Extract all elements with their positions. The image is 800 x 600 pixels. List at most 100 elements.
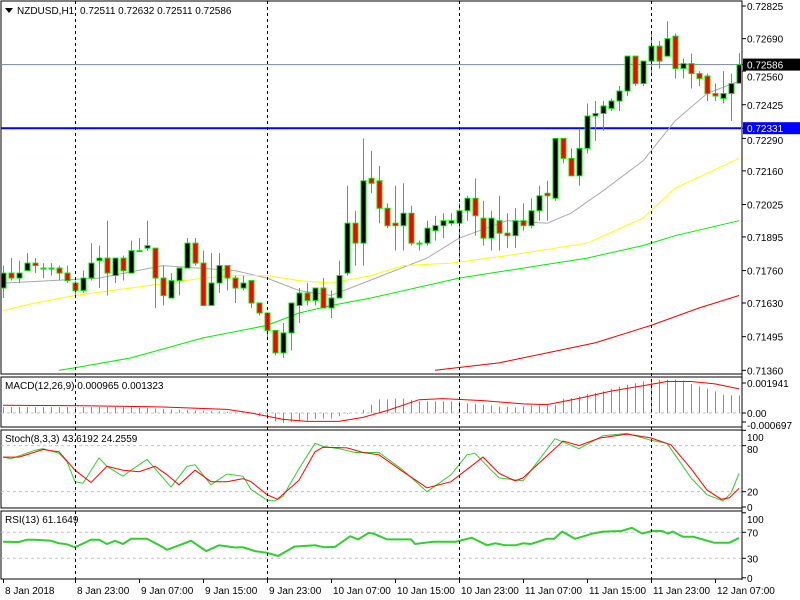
- candle[interactable]: [688, 53, 695, 89]
- candle[interactable]: [608, 98, 615, 111]
- candle[interactable]: [304, 283, 311, 306]
- candle[interactable]: [696, 71, 703, 87]
- candle[interactable]: [552, 137, 559, 201]
- candle[interactable]: [480, 200, 487, 246]
- stochastic-pane[interactable]: [1, 432, 742, 502]
- candle[interactable]: [376, 165, 383, 224]
- candle[interactable]: [600, 101, 607, 131]
- candle[interactable]: [104, 220, 111, 296]
- candle[interactable]: [328, 290, 335, 318]
- candle[interactable]: [312, 287, 319, 306]
- bull-candle-body: [600, 105, 607, 114]
- candle[interactable]: [632, 55, 639, 87]
- candle[interactable]: [216, 253, 223, 294]
- candle[interactable]: [344, 185, 351, 276]
- candle[interactable]: [392, 185, 399, 251]
- candle[interactable]: [472, 178, 479, 236]
- candle[interactable]: [248, 280, 255, 308]
- price-tick-label: 0.72290: [747, 136, 784, 147]
- candle[interactable]: [232, 275, 239, 304]
- candle[interactable]: [720, 71, 727, 104]
- candle[interactable]: [424, 220, 431, 246]
- candle[interactable]: [360, 138, 367, 266]
- candle[interactable]: [496, 195, 503, 251]
- candle[interactable]: [384, 203, 391, 229]
- candle[interactable]: [432, 215, 439, 241]
- candle[interactable]: [536, 185, 543, 221]
- rsi-pane[interactable]: [1, 526, 742, 559]
- candle[interactable]: [464, 195, 471, 221]
- candle[interactable]: [448, 213, 455, 226]
- candle[interactable]: [176, 267, 183, 296]
- candle[interactable]: [40, 263, 47, 279]
- candle[interactable]: [352, 210, 359, 266]
- candle[interactable]: [24, 253, 31, 272]
- candle[interactable]: [112, 257, 119, 284]
- candle[interactable]: [520, 203, 527, 231]
- candle[interactable]: [544, 180, 551, 221]
- candle[interactable]: [64, 265, 71, 284]
- candle[interactable]: [736, 53, 742, 84]
- candle[interactable]: [192, 238, 199, 266]
- candle[interactable]: [160, 265, 167, 306]
- candle[interactable]: [728, 73, 735, 121]
- candle[interactable]: [528, 198, 535, 229]
- candle[interactable]: [592, 101, 599, 141]
- candle[interactable]: [96, 245, 103, 289]
- triangle-down-icon[interactable]: [5, 8, 13, 13]
- candle[interactable]: [656, 41, 663, 69]
- candle[interactable]: [224, 265, 231, 291]
- candle[interactable]: [56, 265, 63, 281]
- candle[interactable]: [416, 240, 423, 251]
- candle[interactable]: [560, 137, 567, 164]
- candle[interactable]: [672, 33, 679, 79]
- candle[interactable]: [512, 208, 519, 249]
- candle[interactable]: [488, 210, 495, 251]
- candle[interactable]: [152, 247, 159, 308]
- candle[interactable]: [168, 273, 175, 299]
- candle[interactable]: [336, 260, 343, 299]
- candle[interactable]: [144, 220, 151, 251]
- candle[interactable]: [584, 103, 591, 154]
- candle[interactable]: [128, 240, 135, 274]
- candle[interactable]: [704, 73, 711, 102]
- candle[interactable]: [664, 21, 671, 57]
- macd-pane[interactable]: [1, 379, 742, 424]
- candle[interactable]: [16, 260, 23, 284]
- rsi-pane-border: [0, 510, 743, 580]
- candle[interactable]: [280, 322, 287, 358]
- candle[interactable]: [88, 243, 95, 281]
- candle[interactable]: [296, 288, 303, 323]
- candle[interactable]: [136, 238, 143, 253]
- candle[interactable]: [1, 265, 7, 299]
- candle[interactable]: [288, 302, 295, 351]
- candle[interactable]: [80, 270, 87, 294]
- candle[interactable]: [32, 258, 39, 274]
- candle[interactable]: [624, 55, 631, 97]
- candle[interactable]: [256, 302, 263, 316]
- candle[interactable]: [440, 213, 447, 239]
- candle[interactable]: [184, 238, 191, 269]
- candle[interactable]: [208, 253, 215, 306]
- candle[interactable]: [576, 128, 583, 186]
- candle[interactable]: [568, 148, 575, 177]
- candle[interactable]: [616, 86, 623, 111]
- candle[interactable]: [200, 250, 207, 306]
- candle[interactable]: [368, 150, 375, 194]
- candle[interactable]: [712, 83, 719, 102]
- candle[interactable]: [408, 205, 415, 246]
- candle[interactable]: [272, 329, 279, 356]
- bull-candle-body: [648, 45, 655, 62]
- time-axis-label: 10 Jan 07:00: [333, 586, 391, 597]
- candle[interactable]: [48, 263, 55, 276]
- candle[interactable]: [240, 275, 247, 291]
- candle[interactable]: [8, 258, 15, 281]
- candle[interactable]: [504, 213, 511, 249]
- candle[interactable]: [320, 278, 327, 309]
- candle[interactable]: [120, 255, 127, 281]
- candle[interactable]: [400, 183, 407, 251]
- candle[interactable]: [680, 58, 687, 79]
- price-pane[interactable]: [1, 21, 742, 371]
- candle[interactable]: [640, 60, 647, 87]
